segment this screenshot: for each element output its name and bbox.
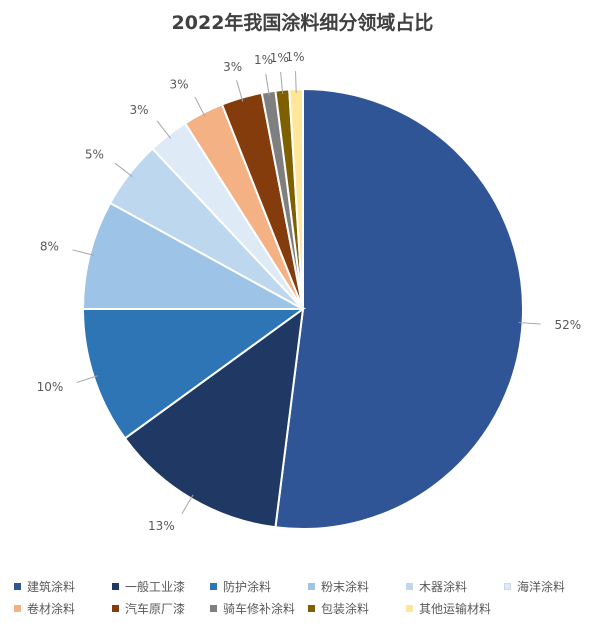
pie-chart: 52%13%10%8%5%3%3%3% 1%1%1%	[37, 50, 582, 533]
data-label-11: 1%	[286, 50, 305, 64]
legend-swatch	[112, 582, 119, 590]
pie-slices	[81, 87, 524, 530]
leader-line-5	[114, 162, 133, 178]
data-label-4: 8%	[40, 239, 59, 253]
leader-line-10	[280, 72, 284, 95]
legend-label: 其他运输材料	[419, 601, 492, 616]
pie-slice-1	[274, 87, 524, 530]
leader-line-4	[72, 249, 94, 256]
legend-row: 建筑涂料 一般工业漆 防护涂料 粉末涂料 木器涂料 海洋涂料	[14, 575, 604, 597]
legend-swatch	[14, 582, 21, 590]
legend-swatch	[210, 604, 217, 612]
data-label-3: 10%	[37, 380, 64, 394]
legend-item: 卷材涂料	[14, 600, 112, 617]
chart-title: 2022年我国涂料细分领域占比	[171, 12, 434, 34]
data-label-1: 52%	[555, 318, 582, 332]
data-label-10: 1%	[270, 51, 289, 65]
legend-swatch	[308, 604, 315, 612]
legend-item: 建筑涂料	[14, 578, 112, 595]
legend-label: 海洋涂料	[517, 579, 566, 594]
data-labels: 52%13%10%8%5%3%3%3% 1%1%1%	[37, 50, 582, 533]
legend-label: 汽车原厂漆	[125, 601, 186, 616]
legend-label: 粉末涂料	[321, 579, 370, 594]
legend-label: 木器涂料	[419, 579, 468, 594]
legend-swatch	[14, 604, 21, 612]
data-label-9: 1%	[254, 53, 273, 67]
legend-item: 海洋涂料	[504, 578, 602, 595]
legend-item: 汽车原厂漆	[112, 600, 210, 617]
leader-line-1	[518, 322, 541, 325]
legend-label: 建筑涂料	[27, 579, 76, 594]
legend: 建筑涂料 一般工业漆 防护涂料 粉末涂料 木器涂料 海洋涂料 卷材涂料 汽车原厂漆 骑车修补涂…	[14, 575, 604, 619]
legend-swatch	[308, 582, 315, 590]
legend-item: 包装涂料	[308, 600, 406, 617]
legend-item: 防护涂料	[210, 578, 308, 595]
legend-label: 骑车修补涂料	[223, 601, 296, 616]
legend-label: 卷材涂料	[27, 601, 76, 616]
legend-swatch	[406, 604, 413, 612]
leader-line-3	[76, 375, 98, 384]
leader-line-7	[194, 96, 206, 117]
data-label-8: 3%	[223, 60, 242, 74]
leader-lines	[72, 71, 541, 515]
leader-line-9	[265, 73, 270, 96]
legend-swatch	[210, 582, 217, 590]
legend-label: 包装涂料	[321, 601, 370, 616]
data-label-2: 13%	[148, 519, 175, 533]
leader-line-2	[181, 494, 194, 515]
leader-line-8	[236, 80, 244, 102]
legend-swatch	[406, 582, 413, 590]
data-label-7: 3%	[170, 77, 189, 91]
data-label-6: 3%	[130, 103, 149, 117]
legend-item: 粉末涂料	[308, 578, 406, 595]
legend-row: 卷材涂料 汽车原厂漆 骑车修补涂料 包装涂料 其他运输材料	[14, 597, 604, 619]
legend-label: 防护涂料	[223, 579, 272, 594]
legend-item: 其他运输材料	[406, 600, 504, 617]
legend-item: 木器涂料	[406, 578, 504, 595]
legend-swatch	[112, 604, 119, 612]
legend-swatch	[504, 582, 511, 590]
leader-line-11	[295, 71, 297, 94]
data-label-5: 5%	[85, 148, 104, 162]
legend-item: 一般工业漆	[112, 578, 210, 595]
leader-line-6	[156, 120, 172, 139]
legend-item: 骑车修补涂料	[210, 600, 308, 617]
legend-label: 一般工业漆	[125, 579, 186, 594]
